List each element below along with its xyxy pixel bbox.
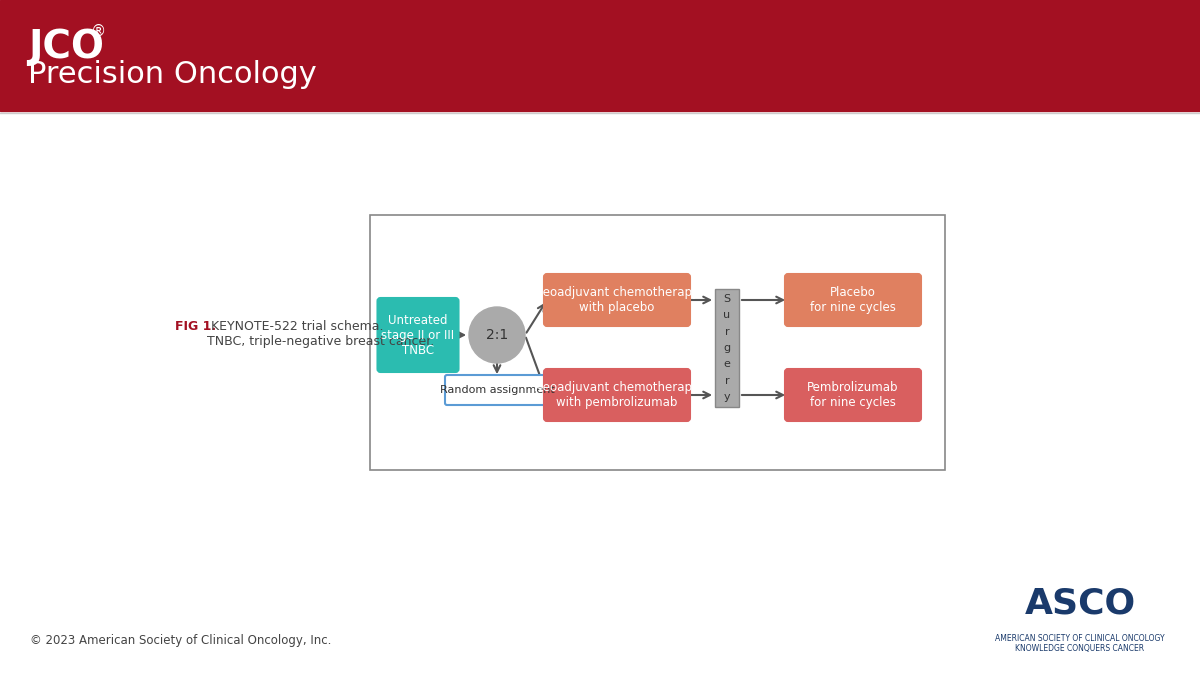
Text: Placebo
for nine cycles: Placebo for nine cycles — [810, 286, 896, 314]
Text: © 2023 American Society of Clinical Oncology, Inc.: © 2023 American Society of Clinical Onco… — [30, 634, 331, 647]
Text: KEYNOTE-522 trial schema.
TNBC, triple-negative breast cancer.: KEYNOTE-522 trial schema. TNBC, triple-n… — [208, 320, 434, 348]
FancyBboxPatch shape — [445, 375, 550, 405]
Text: Pembrolizumab
for nine cycles: Pembrolizumab for nine cycles — [808, 381, 899, 409]
Text: e: e — [724, 359, 731, 369]
Bar — [0, 0, 1200, 111]
Text: S: S — [724, 294, 731, 304]
Text: Precision Oncology: Precision Oncology — [28, 60, 317, 89]
Text: FIG 1.: FIG 1. — [175, 320, 216, 333]
Text: AMERICAN SOCIETY OF CLINICAL ONCOLOGY: AMERICAN SOCIETY OF CLINICAL ONCOLOGY — [995, 634, 1165, 643]
Bar — [715, 289, 739, 407]
Text: g: g — [724, 343, 731, 353]
FancyBboxPatch shape — [544, 369, 690, 421]
Text: 2:1: 2:1 — [486, 328, 508, 342]
FancyBboxPatch shape — [378, 298, 458, 372]
Text: Neoadjuvant chemotherapy
with pembrolizumab: Neoadjuvant chemotherapy with pembrolizu… — [534, 381, 700, 409]
Text: KNOWLEDGE CONQUERS CANCER: KNOWLEDGE CONQUERS CANCER — [1015, 644, 1145, 653]
Text: JCO: JCO — [28, 28, 104, 66]
FancyBboxPatch shape — [785, 369, 922, 421]
Text: r: r — [725, 376, 730, 385]
Bar — [370, 215, 946, 470]
Text: Untreated
stage II or III
TNBC: Untreated stage II or III TNBC — [382, 313, 455, 356]
Text: Neoadjuvant chemotherapy
with placebo: Neoadjuvant chemotherapy with placebo — [534, 286, 700, 314]
FancyBboxPatch shape — [785, 274, 922, 326]
Circle shape — [469, 307, 526, 363]
Text: Random assignment: Random assignment — [439, 385, 554, 395]
Text: ®: ® — [91, 24, 107, 39]
Text: ASCO: ASCO — [1025, 586, 1135, 620]
Text: y: y — [724, 392, 731, 402]
Text: r: r — [725, 327, 730, 337]
FancyBboxPatch shape — [544, 274, 690, 326]
Text: u: u — [724, 310, 731, 321]
